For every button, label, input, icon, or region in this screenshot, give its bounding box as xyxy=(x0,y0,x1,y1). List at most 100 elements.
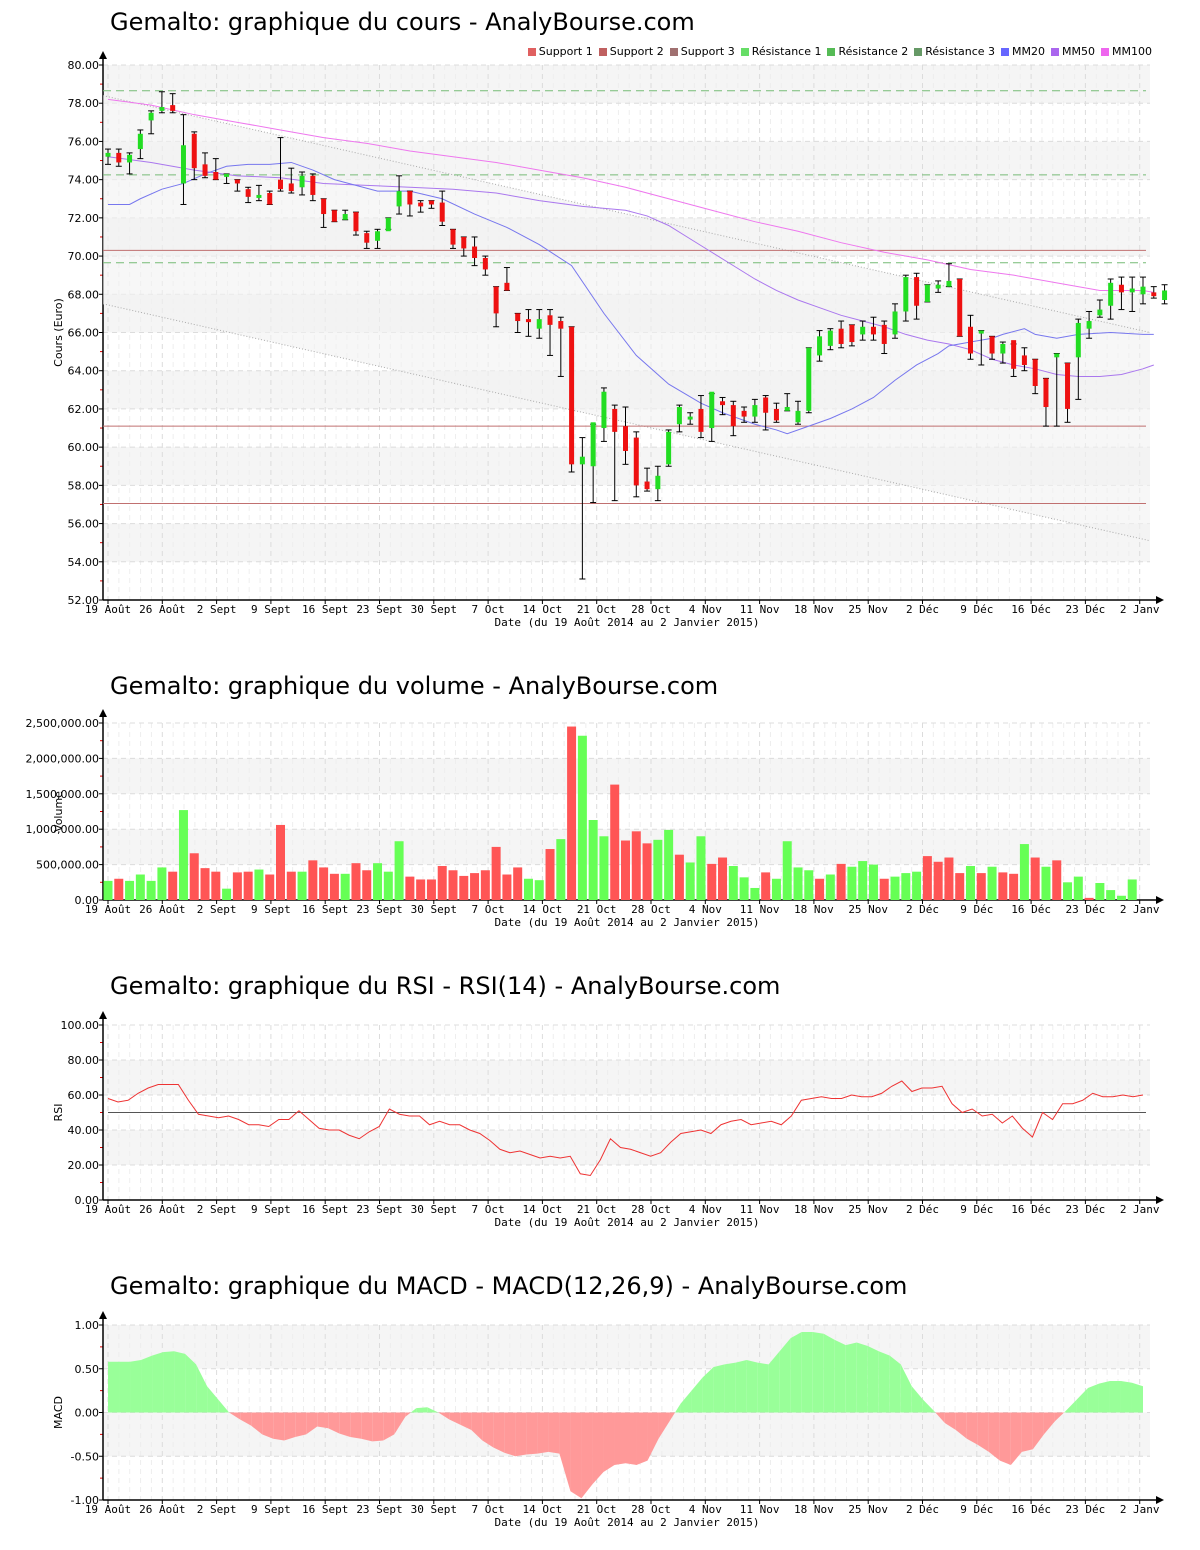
volume-bar xyxy=(103,880,113,900)
svg-text:68.00: 68.00 xyxy=(68,288,100,301)
candle xyxy=(428,200,435,209)
svg-text:2 Sept: 2 Sept xyxy=(197,603,237,616)
svg-text:26 Août: 26 Août xyxy=(139,603,185,616)
volume-bar xyxy=(308,860,318,900)
legend-label: Résistance 3 xyxy=(925,45,996,58)
candle xyxy=(989,335,996,360)
candle xyxy=(892,303,899,339)
legend-label: Résistance 2 xyxy=(838,45,909,58)
volume-bar xyxy=(567,726,577,900)
rsi-chart-title: Gemalto: graphique du RSI - RSI(14) - An… xyxy=(110,972,781,1000)
candle xyxy=(1161,284,1168,305)
volume-bar xyxy=(761,872,771,900)
candle xyxy=(1042,377,1049,427)
candle xyxy=(363,230,370,249)
candle xyxy=(945,263,952,288)
candle xyxy=(169,93,176,114)
volume-bar xyxy=(858,861,868,900)
volume-bar xyxy=(1030,857,1040,900)
legend-swatch-icon xyxy=(740,47,749,56)
candle xyxy=(773,402,780,423)
svg-text:11 Nov: 11 Nov xyxy=(740,1503,780,1516)
legend-swatch-icon xyxy=(827,47,836,56)
svg-text:30 Sept: 30 Sept xyxy=(411,1203,457,1216)
volume-bar xyxy=(319,867,329,900)
candle xyxy=(999,341,1006,364)
candle xyxy=(126,152,133,175)
volume-bar xyxy=(815,878,825,900)
svg-text:Date (du 19 Août 2014 au 2 Jan: Date (du 19 Août 2014 au 2 Janvier 2015) xyxy=(495,916,760,929)
svg-text:25 Nov: 25 Nov xyxy=(848,603,888,616)
svg-text:16 Sept: 16 Sept xyxy=(302,1203,348,1216)
volume-bar xyxy=(168,871,178,900)
volume-bar xyxy=(771,878,781,900)
svg-text:80.00: 80.00 xyxy=(68,1054,100,1067)
volume-bar xyxy=(1084,897,1094,900)
svg-text:16 Déc: 16 Déc xyxy=(1011,1503,1051,1516)
svg-text:9 Déc: 9 Déc xyxy=(960,903,993,916)
candle xyxy=(881,320,888,355)
candle xyxy=(137,129,144,160)
svg-text:16 Déc: 16 Déc xyxy=(1011,603,1051,616)
svg-text:11 Nov: 11 Nov xyxy=(740,903,780,916)
volume-bar xyxy=(944,857,954,900)
volume-bar xyxy=(793,867,803,900)
candle xyxy=(320,198,327,228)
svg-text:23 Déc: 23 Déc xyxy=(1066,1203,1106,1216)
svg-text:9 Déc: 9 Déc xyxy=(960,1203,993,1216)
candle xyxy=(967,314,974,360)
volume-bar xyxy=(621,840,630,900)
svg-text:28 Oct: 28 Oct xyxy=(631,903,671,916)
svg-text:23 Sept: 23 Sept xyxy=(356,603,402,616)
candle xyxy=(299,171,306,196)
svg-text:40.00: 40.00 xyxy=(68,1124,100,1137)
candle xyxy=(784,393,791,412)
candle xyxy=(406,190,413,217)
volume-bar xyxy=(125,880,135,900)
svg-text:21 Oct: 21 Oct xyxy=(577,1203,617,1216)
volume-bar xyxy=(1009,873,1019,900)
candle xyxy=(1021,347,1028,372)
volume-bar xyxy=(222,888,232,900)
legend-label: Résistance 1 xyxy=(751,45,822,58)
candle xyxy=(385,217,392,232)
svg-text:2,500,000.00: 2,500,000.00 xyxy=(26,717,99,730)
volume-bar xyxy=(459,875,469,900)
legend-item: MM100 xyxy=(1101,45,1152,58)
volume-bar xyxy=(383,871,393,900)
legend-swatch-icon xyxy=(669,47,678,56)
svg-text:7 Oct: 7 Oct xyxy=(472,603,505,616)
volume-bar xyxy=(1063,882,1073,900)
candle xyxy=(848,324,855,347)
svg-text:23 Déc: 23 Déc xyxy=(1066,903,1106,916)
candle xyxy=(503,267,510,291)
svg-text:2 Déc: 2 Déc xyxy=(906,1203,939,1216)
volume-bar xyxy=(1052,860,1062,900)
volume-bar xyxy=(922,856,932,900)
candle xyxy=(234,179,241,192)
svg-text:0.50: 0.50 xyxy=(75,1363,100,1376)
candle xyxy=(277,137,284,192)
svg-text:56.00: 56.00 xyxy=(68,518,100,531)
svg-text:Date (du 19 Août 2014 au 2 Jan: Date (du 19 Août 2014 au 2 Janvier 2015) xyxy=(495,1216,760,1229)
svg-text:0.00: 0.00 xyxy=(75,1194,100,1207)
volume-bar xyxy=(966,866,975,900)
candle xyxy=(762,395,769,431)
svg-text:19 Août: 19 Août xyxy=(85,603,131,616)
volume-bar xyxy=(836,863,846,900)
legend-item: Support 1 xyxy=(527,45,593,58)
svg-text:30 Sept: 30 Sept xyxy=(411,1503,457,1516)
volume-bar xyxy=(1019,844,1029,900)
candle xyxy=(902,274,909,322)
svg-text:23 Déc: 23 Déc xyxy=(1066,1503,1106,1516)
rsi-chart: 0.00 20.00 40.00 60.00 80.00 100.00 19 Août 26 … xyxy=(52,1011,1164,1229)
svg-text:-0.50: -0.50 xyxy=(71,1450,99,1463)
candle xyxy=(331,209,338,223)
candle xyxy=(1107,278,1114,320)
volume-bar xyxy=(1106,890,1116,900)
candle xyxy=(1032,358,1039,395)
svg-text:Cours (Euro): Cours (Euro) xyxy=(52,298,65,367)
candle xyxy=(978,330,985,366)
svg-text:2 Sept: 2 Sept xyxy=(197,1503,237,1516)
svg-text:9 Sept: 9 Sept xyxy=(251,1503,291,1516)
